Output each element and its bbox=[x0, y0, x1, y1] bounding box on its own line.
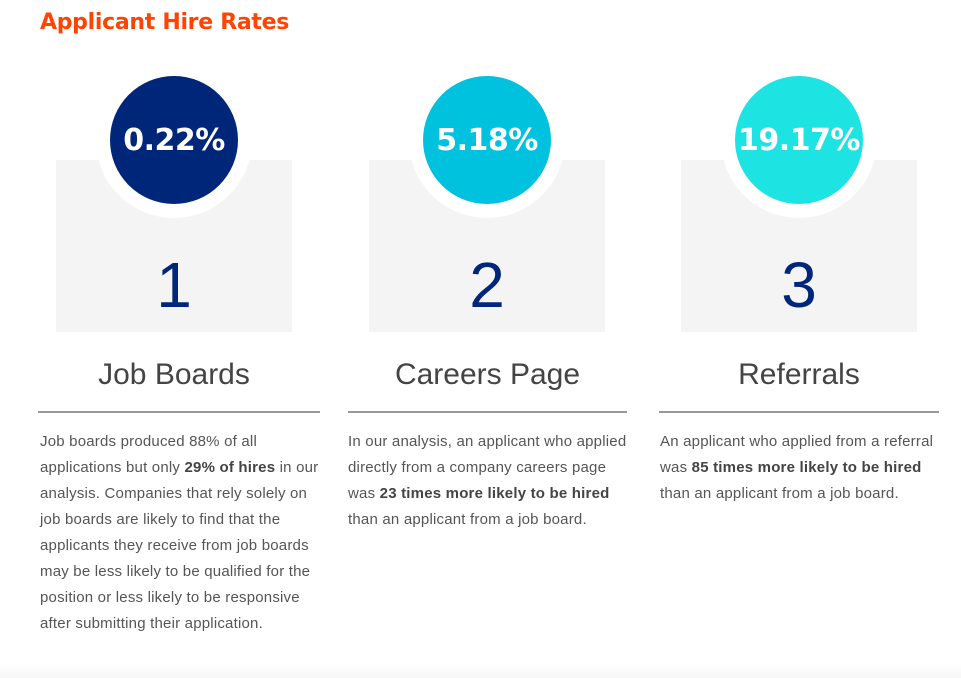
source-description: In our analysis, an applicant who applie… bbox=[348, 433, 627, 528]
divider bbox=[659, 411, 939, 413]
source-name: Job Boards bbox=[98, 358, 250, 391]
hire-rate-circle: 0.22% bbox=[110, 76, 238, 204]
hire-rate-circle: 5.18% bbox=[423, 76, 551, 204]
page-title: Applicant Hire Rates bbox=[40, 10, 290, 35]
hire-rate-circle: 19.17% bbox=[735, 76, 863, 204]
source-description: Job boards produced 88% of all applicati… bbox=[40, 433, 319, 632]
source-name: Referrals bbox=[738, 358, 860, 391]
bottom-shade bbox=[0, 664, 961, 678]
rank-number: 3 bbox=[781, 249, 817, 321]
rank-number: 2 bbox=[469, 249, 505, 321]
divider bbox=[348, 411, 627, 413]
rank-number: 1 bbox=[156, 249, 192, 321]
divider bbox=[38, 411, 320, 413]
source-description: An applicant who applied from a referral… bbox=[660, 433, 934, 502]
source-name: Careers Page bbox=[394, 358, 581, 391]
